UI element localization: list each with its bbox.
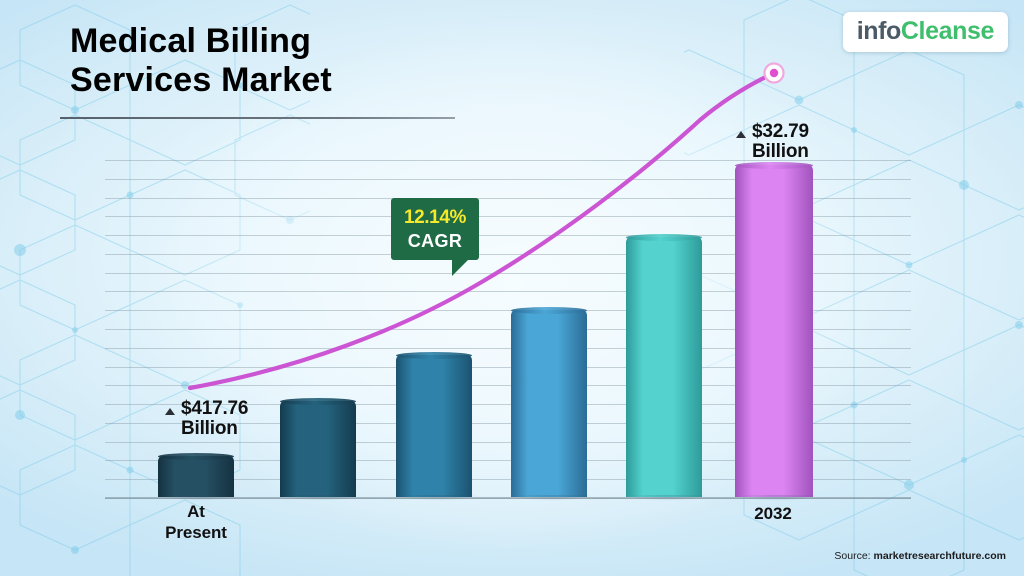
bar-5: [626, 234, 708, 501]
bar-cap: [280, 398, 356, 405]
bar-shadow: [282, 495, 362, 501]
gridline: [105, 460, 911, 461]
gridline: [105, 479, 911, 480]
title-line-1: Medical Billing: [66, 22, 318, 61]
bar-cap: [396, 352, 472, 359]
source-url: marketresearchfuture.com: [873, 550, 1006, 562]
first-value-amount: $417.76: [181, 398, 249, 419]
last-value-callout: $32.79 Billion: [736, 121, 809, 162]
gridline: [105, 423, 911, 424]
bar-cap: [735, 162, 813, 169]
bar-6: [735, 162, 819, 501]
last-value-amount: $32.79: [752, 121, 809, 142]
bar-cap: [626, 234, 702, 241]
chart-baseline-axis: [105, 497, 911, 499]
x-axis-label-line-2: Present: [165, 523, 227, 542]
title-line-1-text: Medical Billing: [70, 22, 312, 60]
gridline: [105, 404, 911, 405]
x-axis-label-at-present: At Present: [150, 501, 242, 543]
brand-logo[interactable]: infoCleanse: [842, 12, 1008, 52]
bar-shadow: [628, 495, 708, 501]
first-value-unit: Billion: [181, 418, 238, 439]
bar-shadow: [398, 495, 478, 501]
cagr-label: CAGR: [407, 231, 463, 251]
bar-shadow: [737, 495, 819, 501]
logo-text-cleanse: Cleanse: [900, 17, 994, 45]
bar-1: [158, 453, 240, 501]
first-value-callout: $417.76 Billion: [165, 398, 249, 439]
triangle-up-icon: [736, 131, 746, 138]
gridline: [105, 442, 911, 443]
bar-4: [511, 307, 593, 501]
title-line-2-text: Services Market: [70, 61, 332, 99]
cagr-value: 12.14%: [403, 207, 467, 228]
cagr-badge-tail: [452, 259, 469, 276]
x-axis-label-2032: 2032: [754, 504, 792, 523]
cagr-badge: 12.14% CAGR: [391, 198, 479, 276]
source-label: Source:: [834, 550, 871, 562]
last-value-unit: Billion: [752, 141, 809, 162]
source-attribution: Source: marketresearchfuture.com: [834, 550, 1006, 562]
bar-cap: [158, 453, 234, 460]
x-axis-label-line-1: At: [187, 502, 205, 521]
bar-cap: [511, 307, 587, 314]
bar-2: [280, 398, 362, 501]
triangle-up-icon: [165, 408, 175, 415]
bar-shadow: [513, 495, 593, 501]
bar-shadow: [160, 495, 240, 501]
logo-text-info: info: [856, 17, 902, 45]
bar-3: [396, 352, 478, 501]
title-line-2: Services Market: [66, 61, 338, 100]
